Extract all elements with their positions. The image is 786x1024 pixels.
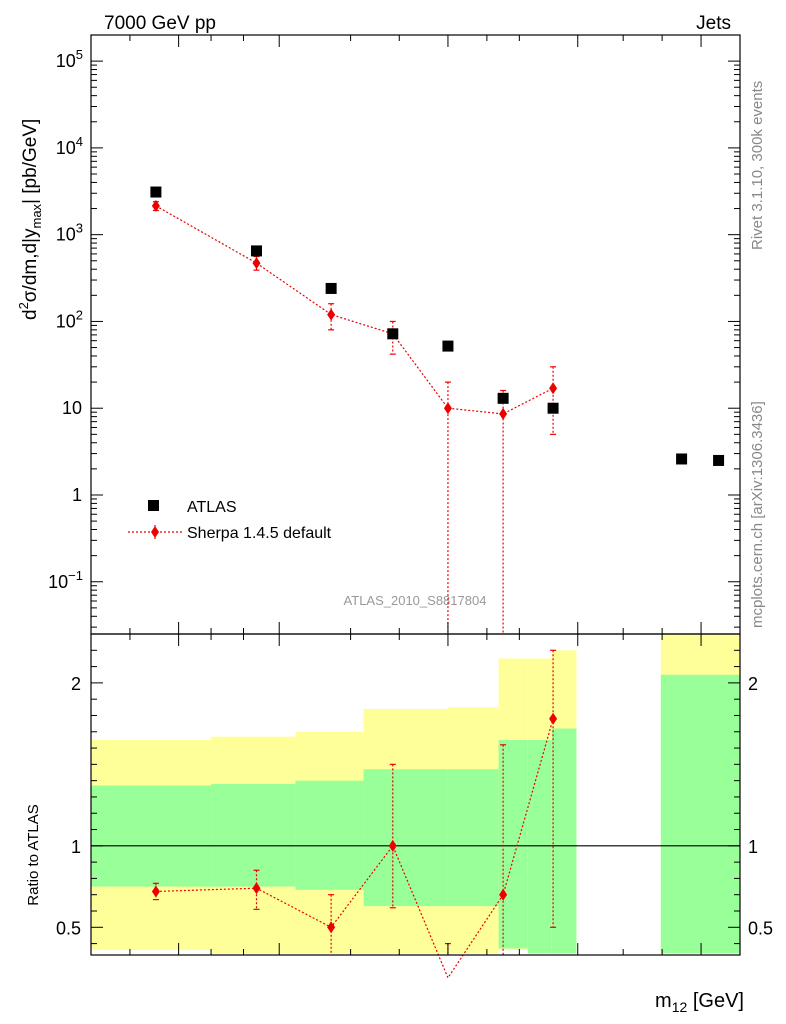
mc-point-4 [443, 402, 452, 415]
main-y-tick-pow-0: 105 [56, 47, 83, 71]
main-y-tick-pow-3: 102 [56, 307, 83, 331]
main-y-tick-plain-0: 10 [62, 398, 82, 418]
main-y-tick-labels: 105 104 103 102 10−1 10 1 [48, 47, 83, 592]
ratio-band-inner-2 [295, 780, 364, 890]
ratio-y-axis-title: Ratio to ATLAS [25, 804, 42, 905]
ratio-tick-left-0: 2 [71, 674, 81, 694]
mc-point-6 [549, 382, 558, 395]
legend-sherpa-label: Sherpa 1.4.5 default [187, 525, 332, 542]
mc-point-0 [151, 199, 160, 212]
ratio-mc-point-1 [252, 882, 261, 895]
ratio-band-inner-8 [660, 674, 740, 954]
atlas-point-6 [547, 402, 559, 414]
ratio-mc-point-0 [151, 885, 160, 898]
atlas-point-8 [713, 454, 725, 466]
main-y-tick-plain-1: 1 [72, 485, 82, 505]
ratio-band-group [91, 634, 740, 954]
ratio-tick-right-1: 1 [748, 837, 758, 857]
ratio-tick-right-2: 0.5 [748, 918, 773, 938]
ratio-mc-point-2 [327, 921, 336, 934]
atlas-point-7 [676, 453, 688, 465]
atlas-point-0 [150, 186, 162, 198]
energy-label: 7000 GeV pp [104, 13, 216, 34]
ratio-band-inner-0 [91, 785, 212, 887]
ratio-tick-left-2: 0.5 [56, 918, 81, 938]
main-y-tick-pow-4: 10−1 [48, 568, 83, 592]
ratio-frame [90, 633, 741, 956]
atlas-point-1 [250, 245, 262, 257]
mc-point-2 [327, 308, 336, 321]
legend-sherpa-marker [151, 526, 159, 538]
analysis-id-label: ATLAS_2010_S8817804 [344, 593, 487, 608]
ratio-mc-point-3 [388, 839, 397, 852]
ratio-band-inner-4 [447, 769, 499, 907]
axes-group [90, 34, 741, 956]
ratio-band-inner-1 [211, 783, 296, 887]
ratio-tick-left-1: 1 [71, 837, 81, 857]
ratio-mc-point-6 [549, 712, 558, 725]
atlas-point-3 [387, 328, 399, 340]
process-label: Jets [696, 13, 731, 34]
legend: ATLAS Sherpa 1.4.5 default [128, 499, 332, 542]
mcplots-label: mcplots.cern.ch [arXiv:1306.3436] [749, 401, 766, 628]
ratio-band-inner-7 [551, 728, 577, 954]
atlas-point-2 [325, 282, 337, 294]
legend-atlas-marker [148, 500, 159, 511]
mc-point-5 [499, 407, 508, 420]
ratio-mark-group [91, 649, 740, 980]
main-frame [90, 34, 741, 635]
main-mark-group [150, 186, 725, 634]
x-axis-title: m12 [GeV] [655, 990, 744, 1015]
ratio-band-inner-6 [527, 739, 552, 954]
main-y-tick-pow-2: 103 [56, 221, 83, 245]
ratio-band-inner-3 [363, 769, 448, 907]
legend-atlas-label: ATLAS [187, 499, 237, 516]
ratio-tick-right-0: 2 [748, 674, 758, 694]
mc-line [155, 205, 554, 415]
ratio-mc-point-5 [499, 888, 508, 901]
atlas-point-5 [497, 392, 509, 404]
atlas-point-4 [442, 340, 454, 352]
main-y-tick-pow-1: 104 [56, 134, 83, 158]
mc-point-1 [252, 257, 261, 270]
ratio-y-tick-labels: 2 1 0.5 2 1 0.5 [56, 674, 773, 938]
rivet-label: Rivet 3.1.10, 300k events [749, 81, 766, 250]
main-y-axis-title: d2σ/dm,d|ymax| [pb/GeV] [16, 119, 44, 320]
